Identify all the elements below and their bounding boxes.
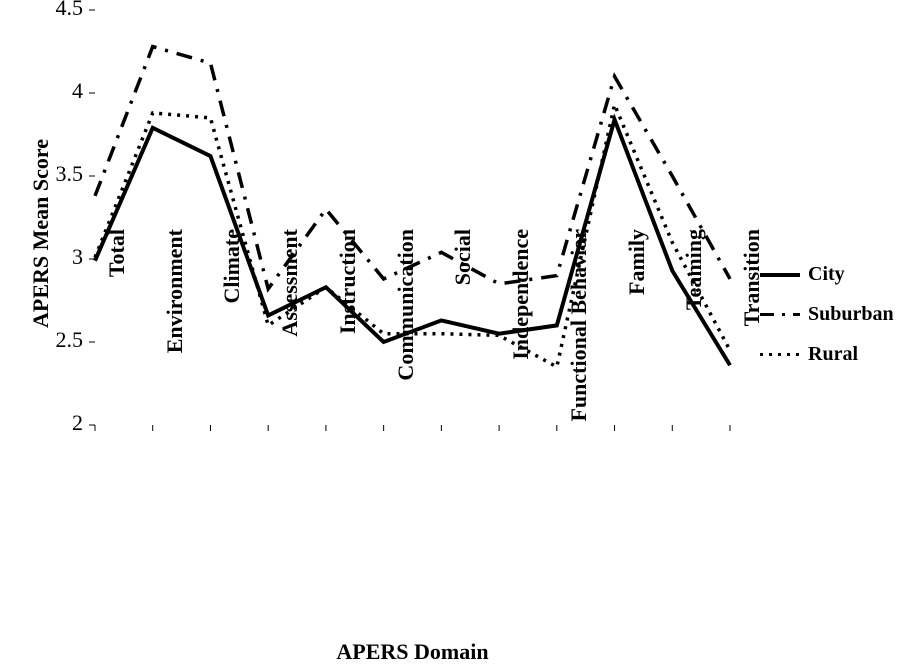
line-chart: 2 2.5 3 3.5 4 4.5 APERS Mean Score APERS Doma… — [0, 0, 914, 670]
x-tick-label: Family — [624, 229, 650, 439]
legend-item-city: City — [760, 263, 845, 286]
legend-label: Suburban — [808, 303, 894, 326]
legend-item-suburban: Suburban — [760, 303, 894, 326]
y-tick-label: 4 — [72, 78, 83, 103]
legend-line-icon — [760, 273, 800, 277]
x-tick-label: Teaming — [681, 229, 707, 439]
y-axis-title: APERS Mean Score — [28, 138, 54, 327]
y-tick-label: 2.5 — [56, 327, 84, 352]
x-tick-label: Transition — [739, 229, 765, 439]
y-tick-label: 2 — [72, 410, 83, 435]
x-tick-label: Climate — [219, 229, 245, 439]
legend-label: Rural — [808, 343, 858, 366]
legend-line-icon — [760, 313, 800, 317]
x-tick-label: Instruction — [335, 229, 361, 439]
y-tick-label: 3 — [72, 244, 83, 269]
x-tick-label: Independence — [508, 229, 534, 439]
x-tick-label: Total — [104, 229, 130, 439]
x-tick-label: Functional Behavior — [566, 229, 592, 439]
x-axis-title: APERS Domain — [95, 639, 730, 665]
x-tick-label: Communication — [393, 229, 419, 439]
x-tick-label: Assessment — [277, 229, 303, 439]
x-tick-label: Environment — [162, 229, 188, 439]
legend-item-rural: Rural — [760, 343, 858, 366]
y-tick-label: 3.5 — [56, 161, 84, 186]
x-tick-label: Social — [450, 229, 476, 439]
legend-line-icon — [760, 353, 800, 357]
y-tick-label: 4.5 — [56, 0, 84, 20]
legend-label: City — [808, 263, 845, 286]
